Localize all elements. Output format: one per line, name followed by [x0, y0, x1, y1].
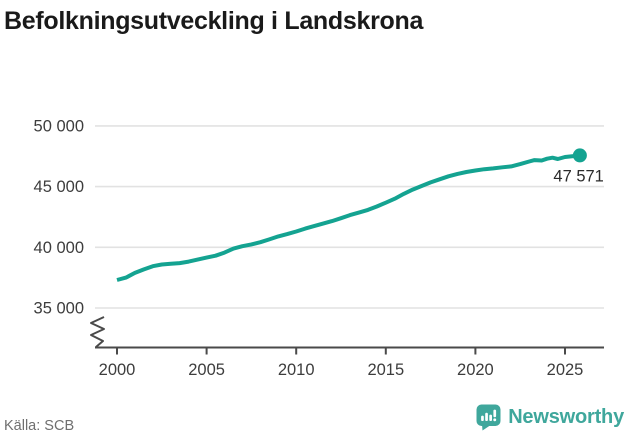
x-axis-tick-label: 2015 [367, 361, 404, 379]
newsworthy-logo[interactable]: Newsworthy [476, 404, 624, 431]
x-axis-tick-label: 2000 [99, 361, 136, 379]
x-axis-tick-label: 2010 [278, 361, 315, 379]
endpoint-value-label: 47 571 [553, 167, 603, 185]
chart-title: Befolkningsutveckling i Landskrona [4, 7, 424, 35]
y-axis-tick-label: 45 000 [34, 178, 84, 196]
x-axis-tick-label: 2005 [188, 361, 225, 379]
source-label: Källa: SCB [4, 418, 75, 434]
y-axis-tick-label: 40 000 [34, 239, 84, 257]
newsworthy-logo-icon [476, 404, 501, 431]
endpoint-dot [572, 148, 587, 163]
axis-break-icon [90, 316, 105, 348]
y-axis-tick-label: 50 000 [34, 117, 84, 135]
x-axis-tick-label: 2025 [547, 361, 584, 379]
newsworthy-brand-label: Newsworthy [508, 406, 624, 428]
population-line [116, 153, 581, 282]
x-axis-tick-label: 2020 [457, 361, 494, 379]
y-axis-tick-label: 35 000 [34, 300, 84, 318]
